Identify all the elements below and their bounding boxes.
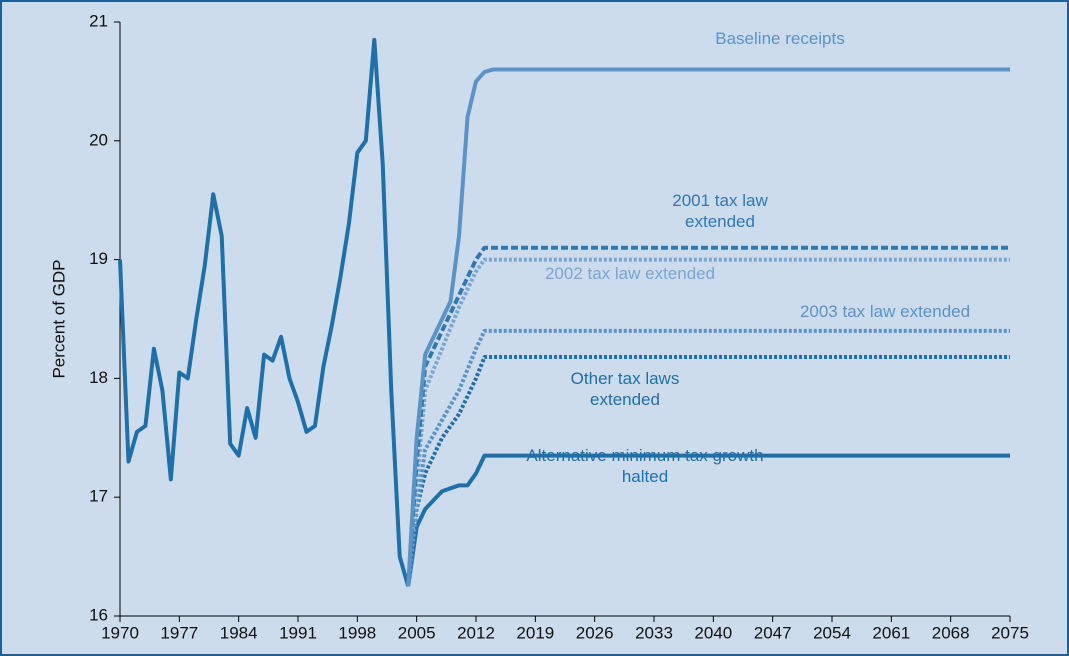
x-tick-label: 1977 (160, 623, 198, 642)
series-line (406, 453, 1010, 587)
x-tick-label: 2005 (398, 623, 436, 642)
series-line (406, 328, 1010, 587)
series-label: Other tax laws extended (570, 369, 680, 409)
x-tick-label: 2026 (576, 623, 614, 642)
series-line (118, 37, 411, 587)
y-tick-label: 21 (89, 11, 108, 30)
x-tick-label: 2040 (694, 623, 732, 642)
x-tick-label: 2054 (813, 623, 851, 642)
series-line (406, 257, 1010, 587)
series-line (406, 67, 1010, 587)
x-tick-label: 2068 (932, 623, 970, 642)
x-tick-label: 2019 (516, 623, 554, 642)
x-tick-label: 1998 (338, 623, 376, 642)
x-tick-label: 1984 (220, 623, 258, 642)
x-tick-label: 1991 (279, 623, 317, 642)
y-axis-label: Percent of GDP (49, 259, 68, 378)
y-tick-label: 17 (89, 487, 108, 506)
series-label: Alternative minimum tax growth halted (526, 446, 764, 486)
series-label: 2002 tax law extended (544, 264, 716, 283)
x-tick-label: 2047 (754, 623, 792, 642)
series-label: 2003 tax law extended (799, 302, 971, 321)
x-tick-label: 2075 (991, 623, 1029, 642)
y-tick-label: 20 (89, 130, 108, 149)
y-tick-label: 18 (89, 368, 108, 387)
series-label: 2001 tax law extended (672, 191, 768, 231)
x-tick-label: 2012 (457, 623, 495, 642)
series-label: Baseline receipts (715, 29, 845, 48)
x-tick-label: 1970 (101, 623, 139, 642)
x-tick-label: 2061 (872, 623, 910, 642)
x-tick-label: 2033 (635, 623, 673, 642)
y-tick-label: 19 (89, 249, 108, 268)
series-line (406, 355, 1010, 587)
y-tick-label: 16 (89, 605, 108, 624)
